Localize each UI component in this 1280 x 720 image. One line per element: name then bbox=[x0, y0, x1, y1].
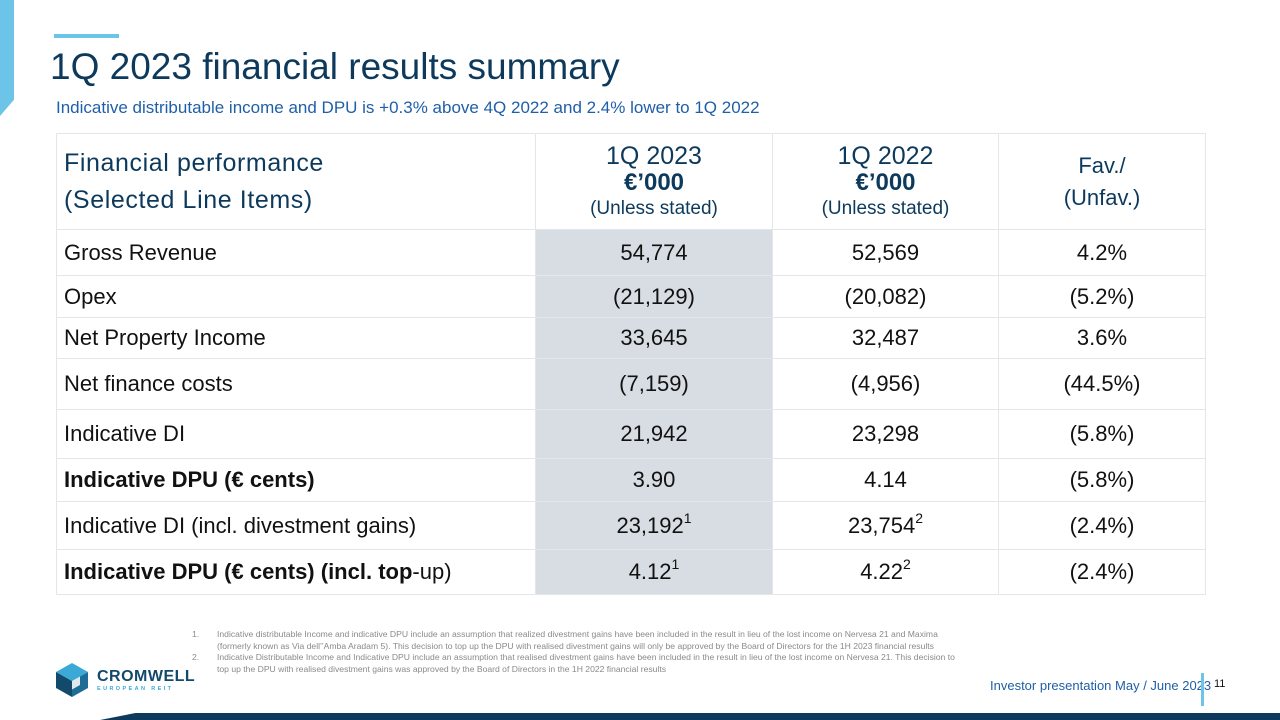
footnote: 2. Indicative Distributable Income and I… bbox=[192, 652, 967, 675]
value-1q-2022: (4,956) bbox=[772, 358, 999, 410]
header-period: 1Q 2023 bbox=[606, 141, 702, 170]
header-fav-unfav: Fav./ (Unfav.) bbox=[998, 133, 1206, 230]
value-1q-2023: (21,129) bbox=[535, 275, 773, 318]
value-text: 23,192 bbox=[616, 512, 684, 538]
value-1q-2023: 54,774 bbox=[535, 229, 773, 276]
value-fav-unfav: (5.8%) bbox=[998, 458, 1206, 502]
value-fav-unfav: (2.4%) bbox=[998, 549, 1206, 595]
page-number: 11 bbox=[1214, 678, 1226, 690]
footnote-text: Indicative Distributable Income and Indi… bbox=[217, 652, 955, 674]
header-note: (Unless stated) bbox=[821, 197, 950, 219]
header-unit: €’000 bbox=[855, 168, 916, 196]
header-period: 1Q 2022 bbox=[837, 141, 934, 170]
footnote-text: Indicative distributable Income and indi… bbox=[217, 629, 938, 651]
header-line: (Selected Line Items) bbox=[64, 185, 313, 214]
row-label: Indicative DI bbox=[56, 409, 536, 459]
row-label: Net finance costs bbox=[56, 358, 536, 410]
header-note: (Unless stated) bbox=[590, 197, 718, 219]
footnote-marker: 2 bbox=[915, 509, 924, 526]
table-row: Net Property Income 33,645 32,487 3.6% bbox=[56, 317, 1206, 359]
value-fav-unfav: 3.6% bbox=[998, 317, 1206, 359]
row-label: Opex bbox=[56, 275, 536, 318]
title-accent-bar bbox=[54, 34, 119, 38]
value-fav-unfav: (5.2%) bbox=[998, 275, 1206, 318]
row-label: Indicative DPU (€ cents) bbox=[56, 458, 536, 502]
presentation-label: Investor presentation May / June 2023 bbox=[990, 678, 1212, 693]
cromwell-logo: CROMWELL EUROPEAN REIT bbox=[55, 662, 195, 698]
header-line: Financial performance bbox=[64, 148, 324, 177]
value-1q-2023: 3.90 bbox=[535, 458, 773, 502]
row-label: Indicative DPU (€ cents) (incl. top-up) bbox=[56, 549, 536, 595]
header-unit: €’000 bbox=[623, 168, 685, 196]
value-1q-2023: 33,645 bbox=[535, 317, 773, 359]
header-1q-2022: 1Q 2022 €’000 (Unless stated) bbox=[772, 133, 999, 230]
value-1q-2022: (20,082) bbox=[772, 275, 999, 318]
value-1q-2023: 4.121 bbox=[535, 549, 773, 595]
footer-divider bbox=[1201, 673, 1204, 706]
header-financial-performance: Financial performance (Selected Line Ite… bbox=[56, 133, 536, 230]
page-title: 1Q 2023 financial results summary bbox=[50, 46, 620, 87]
logo-subtitle: EUROPEAN REIT bbox=[97, 685, 174, 692]
value-fav-unfav: (5.8%) bbox=[998, 409, 1206, 459]
footnote: 1. Indicative distributable Income and i… bbox=[192, 629, 967, 652]
bottom-bar bbox=[100, 713, 1280, 720]
footnote-marker: 1 bbox=[683, 509, 692, 526]
header-line: Fav./ bbox=[1078, 152, 1126, 178]
footnote-number: 2. bbox=[192, 652, 200, 663]
table-row: Opex (21,129) (20,082) (5.2%) bbox=[56, 275, 1206, 318]
footnote-number: 1. bbox=[192, 629, 200, 639]
row-label: Indicative DI (incl. divestment gains) bbox=[56, 501, 536, 550]
footnotes: 1. Indicative distributable Income and i… bbox=[192, 629, 967, 675]
row-label: Net Property Income bbox=[56, 317, 536, 359]
corner-accent-tab bbox=[0, 0, 14, 116]
financial-performance-table: Financial performance (Selected Line Ite… bbox=[56, 133, 1206, 595]
value-1q-2023: 23,1921 bbox=[535, 501, 773, 550]
row-label: Gross Revenue bbox=[56, 229, 536, 276]
value-1q-2023: 21,942 bbox=[535, 409, 773, 459]
footnote-marker: 2 bbox=[903, 556, 911, 572]
footnote-marker: 1 bbox=[671, 556, 680, 572]
table-header-row: Financial performance (Selected Line Ite… bbox=[56, 133, 1206, 230]
table-row: Net finance costs (7,159) (4,956) (44.5%… bbox=[56, 358, 1206, 410]
table-row: Indicative DI 21,942 23,298 (5.8%) bbox=[56, 409, 1206, 459]
value-fav-unfav: (44.5%) bbox=[998, 358, 1206, 410]
value-1q-2022: 4.222 bbox=[772, 549, 999, 595]
row-label-rest: -up) bbox=[412, 559, 452, 584]
value-text: 4.22 bbox=[860, 559, 904, 584]
header-line: (Unfav.) bbox=[1063, 184, 1141, 210]
value-fav-unfav: 4.2% bbox=[998, 229, 1206, 276]
table-row: Indicative DPU (€ cents) 3.90 4.14 (5.8%… bbox=[56, 458, 1206, 502]
logo-wordmark: CROMWELL EUROPEAN REIT bbox=[97, 668, 195, 693]
value-1q-2023: (7,159) bbox=[535, 358, 773, 410]
value-1q-2022: 52,569 bbox=[772, 229, 999, 276]
value-1q-2022: 23,298 bbox=[772, 409, 999, 459]
value-text: 23,754 bbox=[847, 512, 916, 538]
value-text: 4.12 bbox=[628, 559, 672, 584]
value-1q-2022: 4.14 bbox=[772, 458, 999, 502]
logo-name: CROMWELL bbox=[97, 667, 196, 685]
header-1q-2023: 1Q 2023 €’000 (Unless stated) bbox=[535, 133, 773, 230]
page-subtitle: Indicative distributable income and DPU … bbox=[56, 98, 760, 117]
table-row: Indicative DPU (€ cents) (incl. top-up) … bbox=[56, 549, 1206, 595]
value-1q-2022: 32,487 bbox=[772, 317, 999, 359]
table-row: Gross Revenue 54,774 52,569 4.2% bbox=[56, 229, 1206, 276]
value-fav-unfav: (2.4%) bbox=[998, 501, 1206, 550]
table-row: Indicative DI (incl. divestment gains) 2… bbox=[56, 501, 1206, 550]
cube-logo-icon bbox=[56, 663, 88, 697]
row-label-bold: Indicative DPU (€ cents) (incl. top bbox=[64, 559, 413, 584]
value-1q-2022: 23,7542 bbox=[772, 501, 999, 550]
